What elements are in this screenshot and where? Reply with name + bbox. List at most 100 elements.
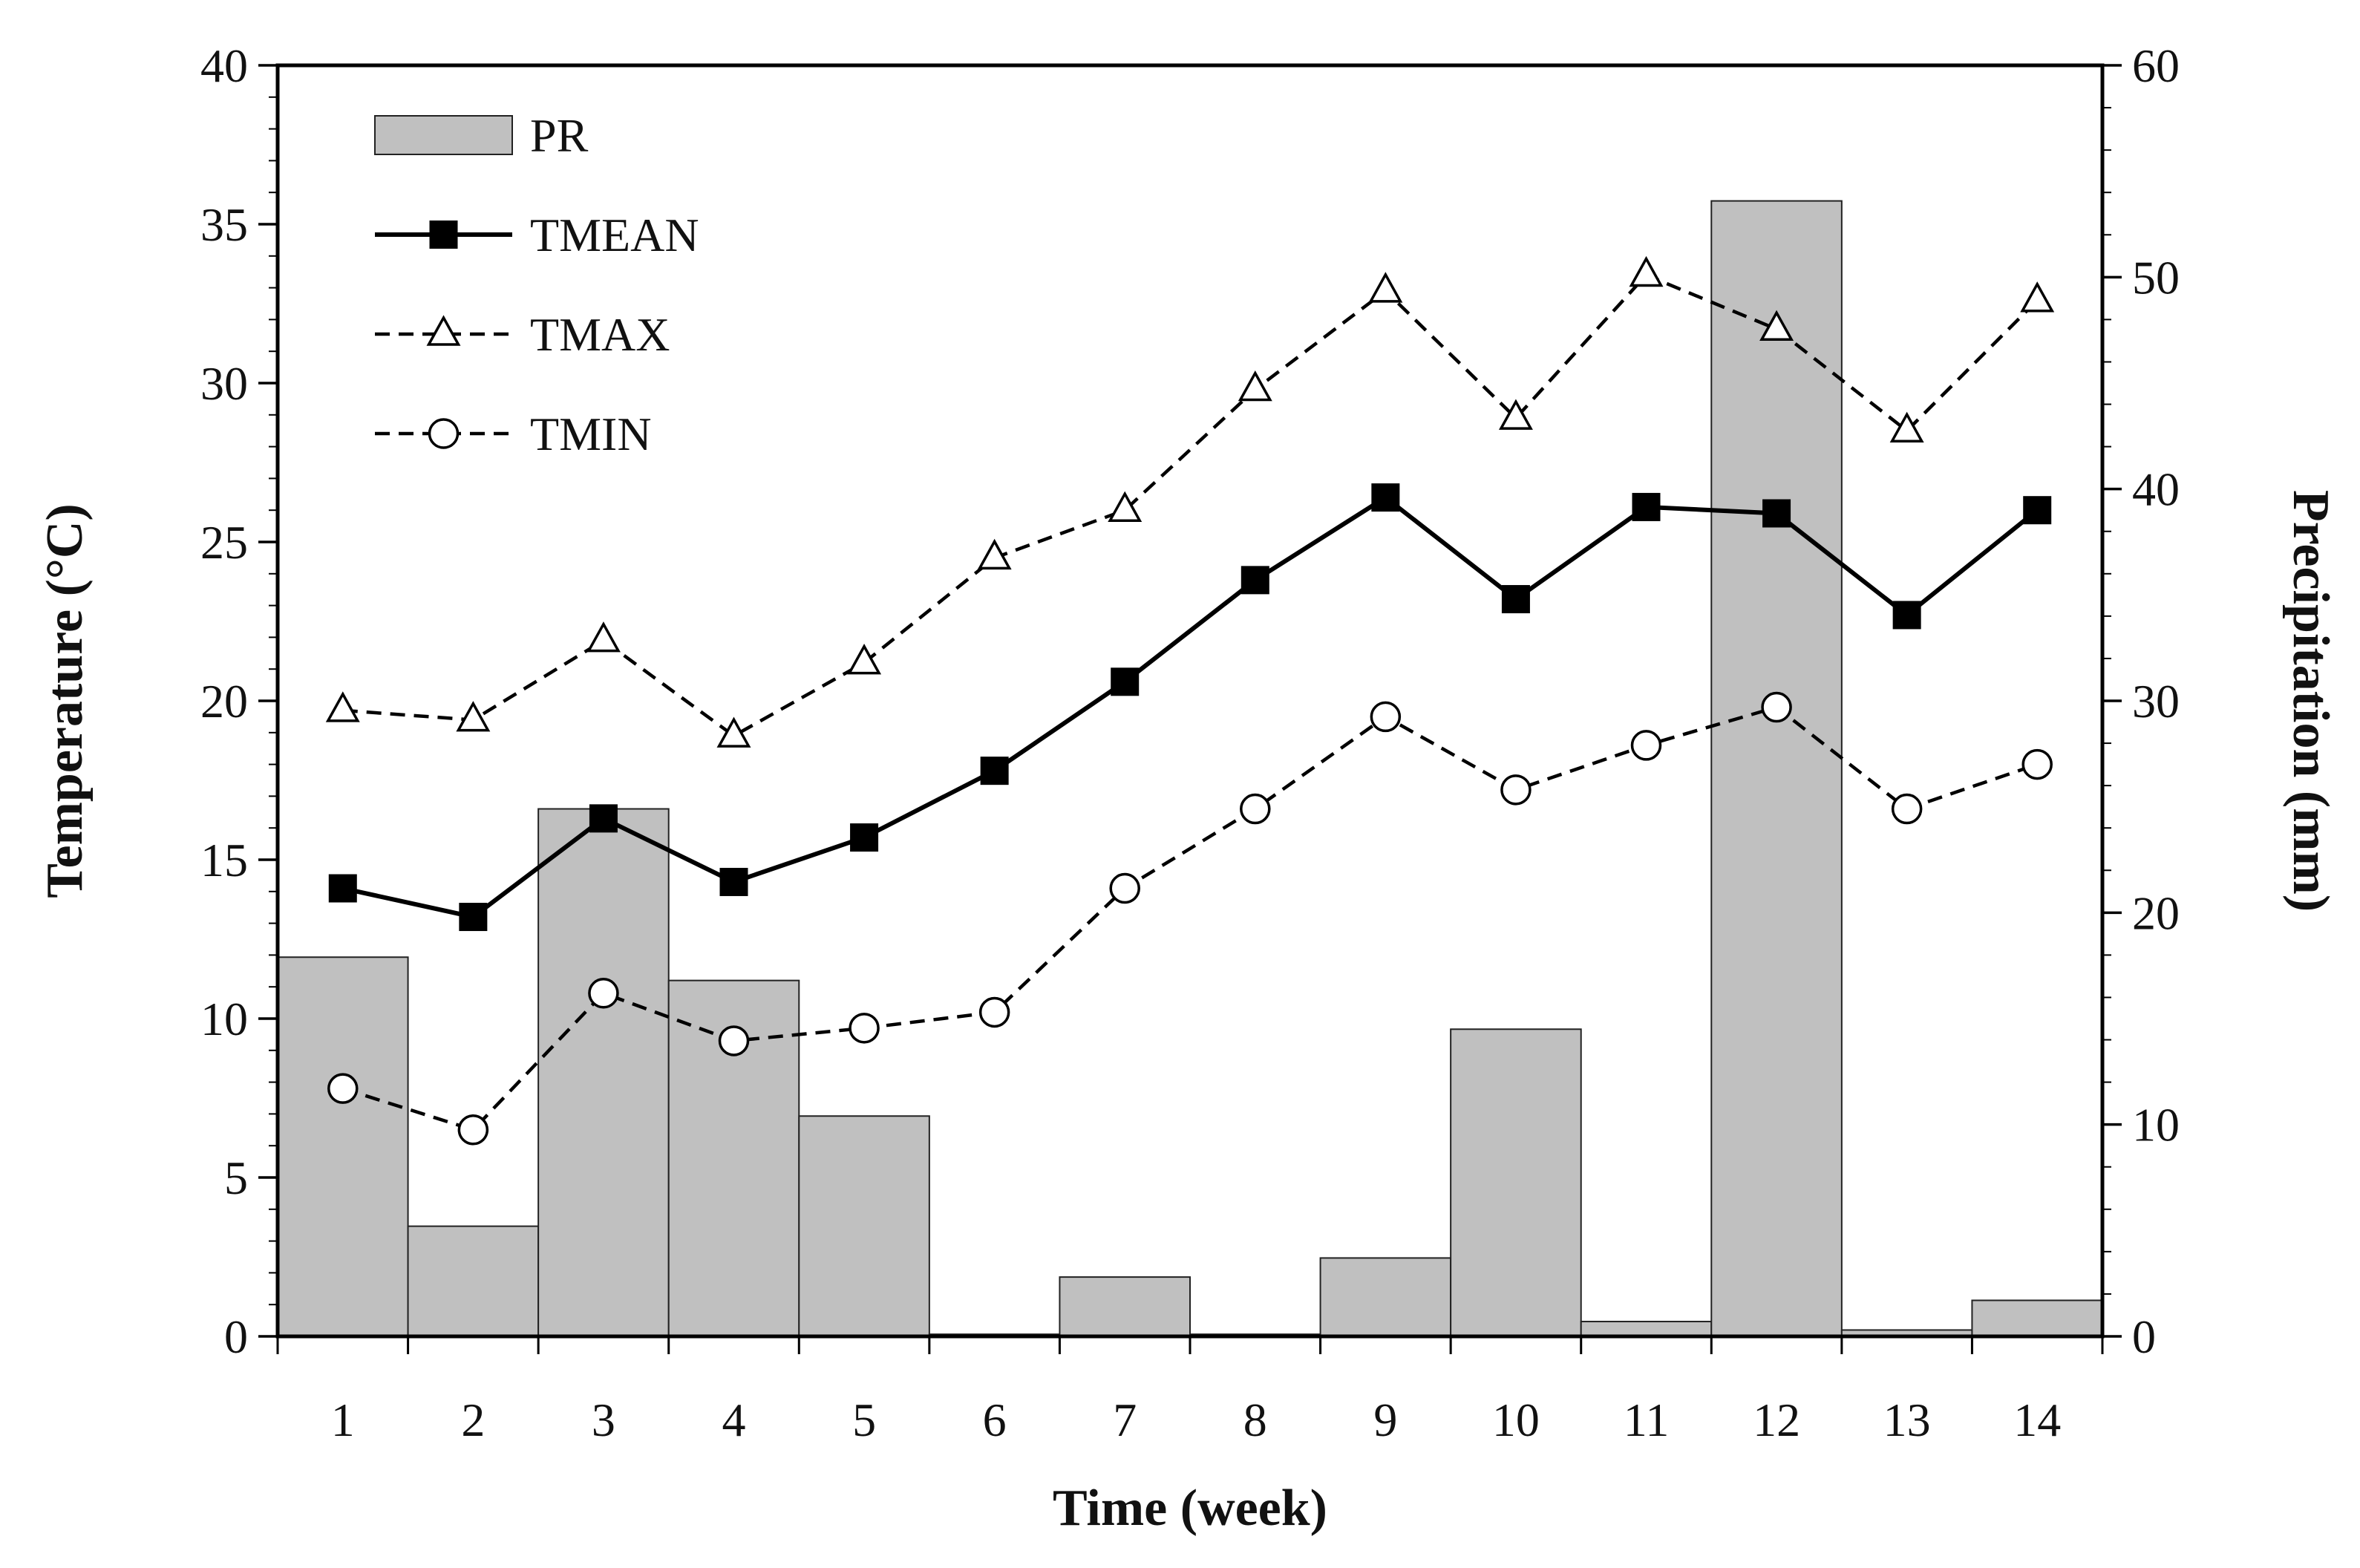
tmax-point-week-14: [2020, 281, 2055, 313]
tmin-point-week-2: [457, 1114, 489, 1146]
tmean-point-week-1: [328, 874, 357, 903]
legend-label-pr: PR: [530, 109, 589, 162]
x-tick-label-13: 13: [1883, 1394, 1931, 1446]
x-tick-label-9: 9: [1373, 1394, 1397, 1446]
legend-label-tmax: TMAX: [530, 308, 670, 361]
tmin-point-week-1: [327, 1073, 359, 1104]
y-left-tick-label-40: 40: [200, 39, 248, 92]
temperature-series: [325, 255, 2055, 1146]
x-tick-label-8: 8: [1243, 1394, 1267, 1446]
tmean-point-week-9: [1371, 483, 1400, 512]
x-tick-label-10: 10: [1492, 1394, 1540, 1446]
tmean-point-week-8: [1241, 566, 1269, 595]
tmin-point-week-7: [1109, 872, 1140, 904]
tmean-point-week-5: [850, 823, 879, 852]
y-left-tick-label-30: 30: [200, 357, 248, 410]
tmin-point-week-10: [1500, 774, 1532, 806]
x-tick-label-5: 5: [852, 1394, 876, 1446]
y-right-tick-label-0: 0: [2132, 1310, 2156, 1363]
y-left-tick-label-5: 5: [224, 1152, 248, 1204]
tmax-point-week-4: [716, 716, 751, 748]
tmean-point-week-4: [719, 867, 748, 896]
legend-swatch-pr: [374, 115, 513, 155]
tmax-point-week-7: [1108, 491, 1143, 522]
series-tmean: [328, 483, 2052, 932]
tmean-point-week-7: [1111, 667, 1140, 696]
legend-marker-tmean: [429, 220, 458, 249]
y-right-tick-label-50: 50: [2132, 251, 2180, 304]
tmin-point-week-5: [849, 1013, 880, 1044]
x-tick-label-11: 11: [1624, 1394, 1670, 1446]
tmin-line: [342, 705, 2038, 1132]
series-tmax: [325, 255, 2055, 748]
tmax-point-week-13: [1889, 411, 1924, 442]
pr-bar-week-11: [1580, 1321, 1713, 1337]
y-axis-right-title: Precipitation (mm): [2282, 490, 2339, 912]
x-tick-label-2: 2: [461, 1394, 485, 1446]
tmin-point-week-11: [1630, 730, 1662, 761]
precipitation-bars: [277, 200, 2103, 1338]
tmax-point-week-5: [847, 644, 882, 675]
pr-bar-week-3: [537, 808, 670, 1337]
y-right-tick-label-20: 20: [2132, 886, 2180, 939]
legend-marker-tmin: [428, 418, 460, 449]
y-left-tick-label-0: 0: [224, 1310, 248, 1363]
tmax-point-week-2: [456, 701, 491, 732]
series-tmin: [327, 691, 2053, 1146]
pr-bar-week-2: [407, 1225, 540, 1338]
pr-bar-week-10: [1450, 1028, 1582, 1338]
x-tick-label-6: 6: [983, 1394, 1007, 1446]
y-right-tick-label-60: 60: [2132, 39, 2180, 92]
tmin-point-week-13: [1891, 793, 1923, 825]
y-left-tick-label-10: 10: [200, 993, 248, 1045]
pr-bar-week-1: [277, 956, 409, 1337]
tmean-point-week-10: [1501, 585, 1530, 614]
tmin-point-week-12: [1761, 691, 1792, 723]
tmax-point-week-12: [1759, 310, 1794, 341]
pr-bar-week-14: [1971, 1299, 2103, 1337]
tmin-point-week-8: [1240, 793, 1271, 825]
legend-label-tmean: TMEAN: [530, 209, 699, 261]
x-tick-label-1: 1: [331, 1394, 355, 1446]
tmin-point-week-14: [2021, 748, 2053, 780]
tmax-point-week-11: [1629, 255, 1664, 287]
pr-bar-week-12: [1710, 200, 1843, 1338]
x-tick-label-14: 14: [2013, 1394, 2061, 1446]
legend: PR TMEAN TMAX TMIN: [374, 109, 699, 460]
y-left-tick-label-35: 35: [200, 198, 248, 251]
tmax-point-week-10: [1498, 399, 1533, 430]
tmax-line: [342, 272, 2039, 738]
tmin-point-week-6: [978, 996, 1010, 1028]
x-tick-label-4: 4: [722, 1394, 746, 1446]
tmin-point-week-9: [1370, 701, 1402, 733]
tmean-point-week-13: [1892, 601, 1921, 630]
tmax-point-week-1: [325, 691, 360, 722]
x-tick-label-12: 12: [1753, 1394, 1800, 1446]
tmin-point-week-4: [718, 1025, 750, 1056]
y-right-tick-label-40: 40: [2132, 463, 2180, 516]
tmean-point-week-6: [980, 757, 1009, 785]
y-left-tick-label-25: 25: [200, 516, 248, 569]
pr-bar-week-9: [1319, 1257, 1452, 1337]
tmean-point-week-2: [459, 903, 488, 932]
tmean-point-week-11: [1632, 492, 1661, 521]
pr-bar-week-5: [798, 1115, 930, 1337]
tmean-point-week-14: [2023, 496, 2052, 525]
y-right-tick-label-30: 30: [2132, 675, 2180, 728]
x-tick-label-3: 3: [592, 1394, 615, 1446]
tmean-point-week-3: [589, 804, 618, 833]
tmin-point-week-3: [588, 978, 619, 1009]
y-right-tick-label-10: 10: [2132, 1099, 2180, 1152]
tmax-point-week-8: [1238, 370, 1272, 402]
legend-label-tmin: TMIN: [530, 408, 652, 460]
tmax-point-week-6: [977, 538, 1012, 570]
x-axis-title: Time (week): [1053, 1480, 1327, 1537]
y-left-tick-label-15: 15: [200, 834, 248, 886]
x-tick-label-7: 7: [1113, 1394, 1137, 1446]
tmean-line: [342, 494, 2039, 920]
legend-marker-tmax: [426, 315, 461, 346]
y-axis-left-title: Temperature (°C): [36, 503, 94, 898]
pr-bar-week-7: [1059, 1276, 1192, 1338]
